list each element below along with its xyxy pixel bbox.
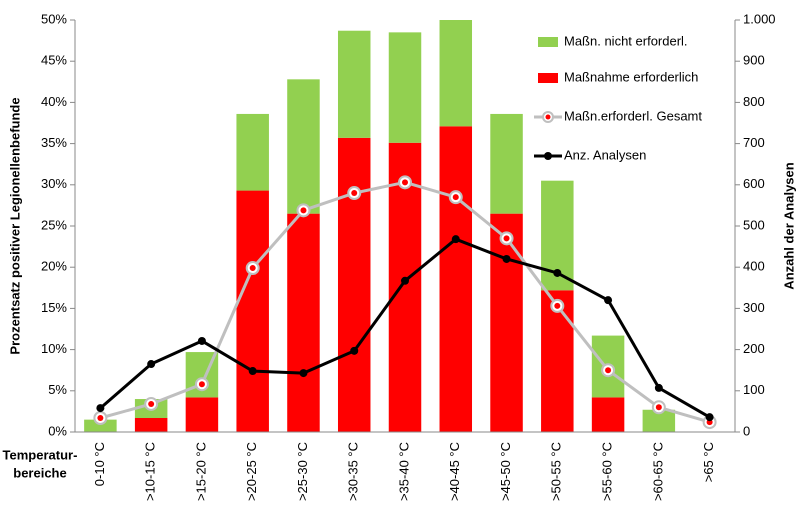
point-center	[300, 207, 307, 214]
legend-label: Maßn. nicht erforderl.	[564, 33, 688, 48]
point	[96, 404, 105, 413]
bar	[490, 113, 523, 214]
bar	[439, 126, 473, 433]
point	[248, 367, 257, 376]
bar	[388, 32, 422, 143]
x-tick-label: >55-60 °C	[600, 442, 615, 501]
x-tick-label: >65 °C	[701, 442, 716, 482]
point	[350, 346, 359, 355]
bar	[287, 213, 320, 432]
point-center	[605, 367, 612, 374]
bar	[236, 113, 269, 191]
y-tick-label: 25%	[41, 217, 67, 232]
x-tick-label: >40-45 °C	[447, 442, 462, 501]
y-tick-label: 15%	[41, 300, 67, 315]
y-tick-label: 10%	[41, 341, 67, 356]
bar	[287, 79, 320, 214]
point-center	[655, 404, 662, 411]
x-tick-label: >60-65 °C	[650, 442, 665, 501]
bar	[439, 20, 473, 127]
legend-label: Anz. Analysen	[564, 147, 646, 162]
y-tick-label: 45%	[41, 53, 67, 68]
bar	[134, 417, 168, 432]
y2-tick-label: 900	[743, 53, 765, 68]
legend-marker	[545, 114, 551, 120]
y2-tick-label: 300	[743, 300, 765, 315]
point-center	[249, 265, 256, 272]
y2-tick-label: 100	[743, 382, 765, 397]
bar	[84, 419, 117, 432]
y-tick-label: 50%	[41, 11, 67, 26]
point	[197, 336, 206, 345]
x-tick-label: >50-55 °C	[549, 442, 564, 501]
y2-tick-label: 800	[743, 94, 765, 109]
bar	[490, 213, 523, 432]
y-axis-title: Prozentsatz positiver Legionellenbefunde	[7, 97, 22, 354]
x-tick-label: 0-10 °C	[92, 442, 107, 486]
x-tick-label: >20-25 °C	[244, 442, 259, 501]
point	[299, 369, 308, 378]
point	[147, 360, 156, 369]
bar	[642, 409, 676, 432]
y-tick-label: 40%	[41, 94, 67, 109]
x-tick-label: >15-20 °C	[193, 442, 208, 501]
x-tick-label: >10-15 °C	[143, 442, 158, 501]
x-tick-label: >25-30 °C	[295, 442, 310, 501]
x-tick-label: >45-50 °C	[498, 442, 513, 501]
y2-axis-title: Anzahl der Analysen	[781, 162, 796, 289]
bar	[591, 397, 625, 432]
y-tick-label: 0%	[48, 423, 67, 438]
y-tick-label: 30%	[41, 176, 67, 191]
point	[705, 413, 714, 422]
point	[604, 296, 613, 305]
legend-marker	[544, 152, 552, 160]
bar	[236, 190, 269, 432]
bar	[337, 137, 371, 432]
point	[502, 254, 511, 263]
bar	[541, 290, 574, 432]
legend-swatch	[538, 37, 558, 47]
y2-tick-label: 400	[743, 259, 765, 274]
point-center	[148, 400, 155, 407]
point	[553, 268, 562, 277]
y2-tick-label: 600	[743, 176, 765, 191]
x-tick-label: >30-35 °C	[346, 442, 361, 501]
bar	[185, 397, 219, 432]
point-center	[554, 302, 561, 309]
y2-tick-label: 1.000	[743, 11, 776, 26]
point	[401, 276, 409, 285]
point-center	[452, 194, 459, 201]
point-center	[402, 179, 408, 186]
x-axis-title: bereiche	[13, 465, 66, 480]
bar	[388, 142, 422, 432]
y-tick-label: 35%	[41, 135, 67, 150]
y-tick-label: 20%	[41, 259, 67, 274]
legend-label: Maßnahme erforderlich	[564, 69, 698, 84]
point	[654, 383, 663, 392]
y2-tick-label: 500	[743, 217, 765, 232]
y2-tick-label: 0	[743, 423, 750, 438]
point-center	[503, 235, 510, 242]
bar	[337, 30, 371, 138]
x-axis-title: Temperatur-	[3, 447, 78, 462]
point-center	[198, 381, 205, 388]
y2-tick-label: 200	[743, 341, 765, 356]
legend-swatch	[538, 73, 558, 83]
y-tick-label: 5%	[48, 382, 67, 397]
legend-label: Maßn.erforderl. Gesamt	[564, 108, 702, 123]
point-center	[351, 190, 358, 197]
point-center	[97, 414, 104, 421]
y2-tick-label: 700	[743, 135, 765, 150]
x-tick-label: >35-40 °C	[396, 442, 411, 501]
point	[451, 235, 460, 244]
